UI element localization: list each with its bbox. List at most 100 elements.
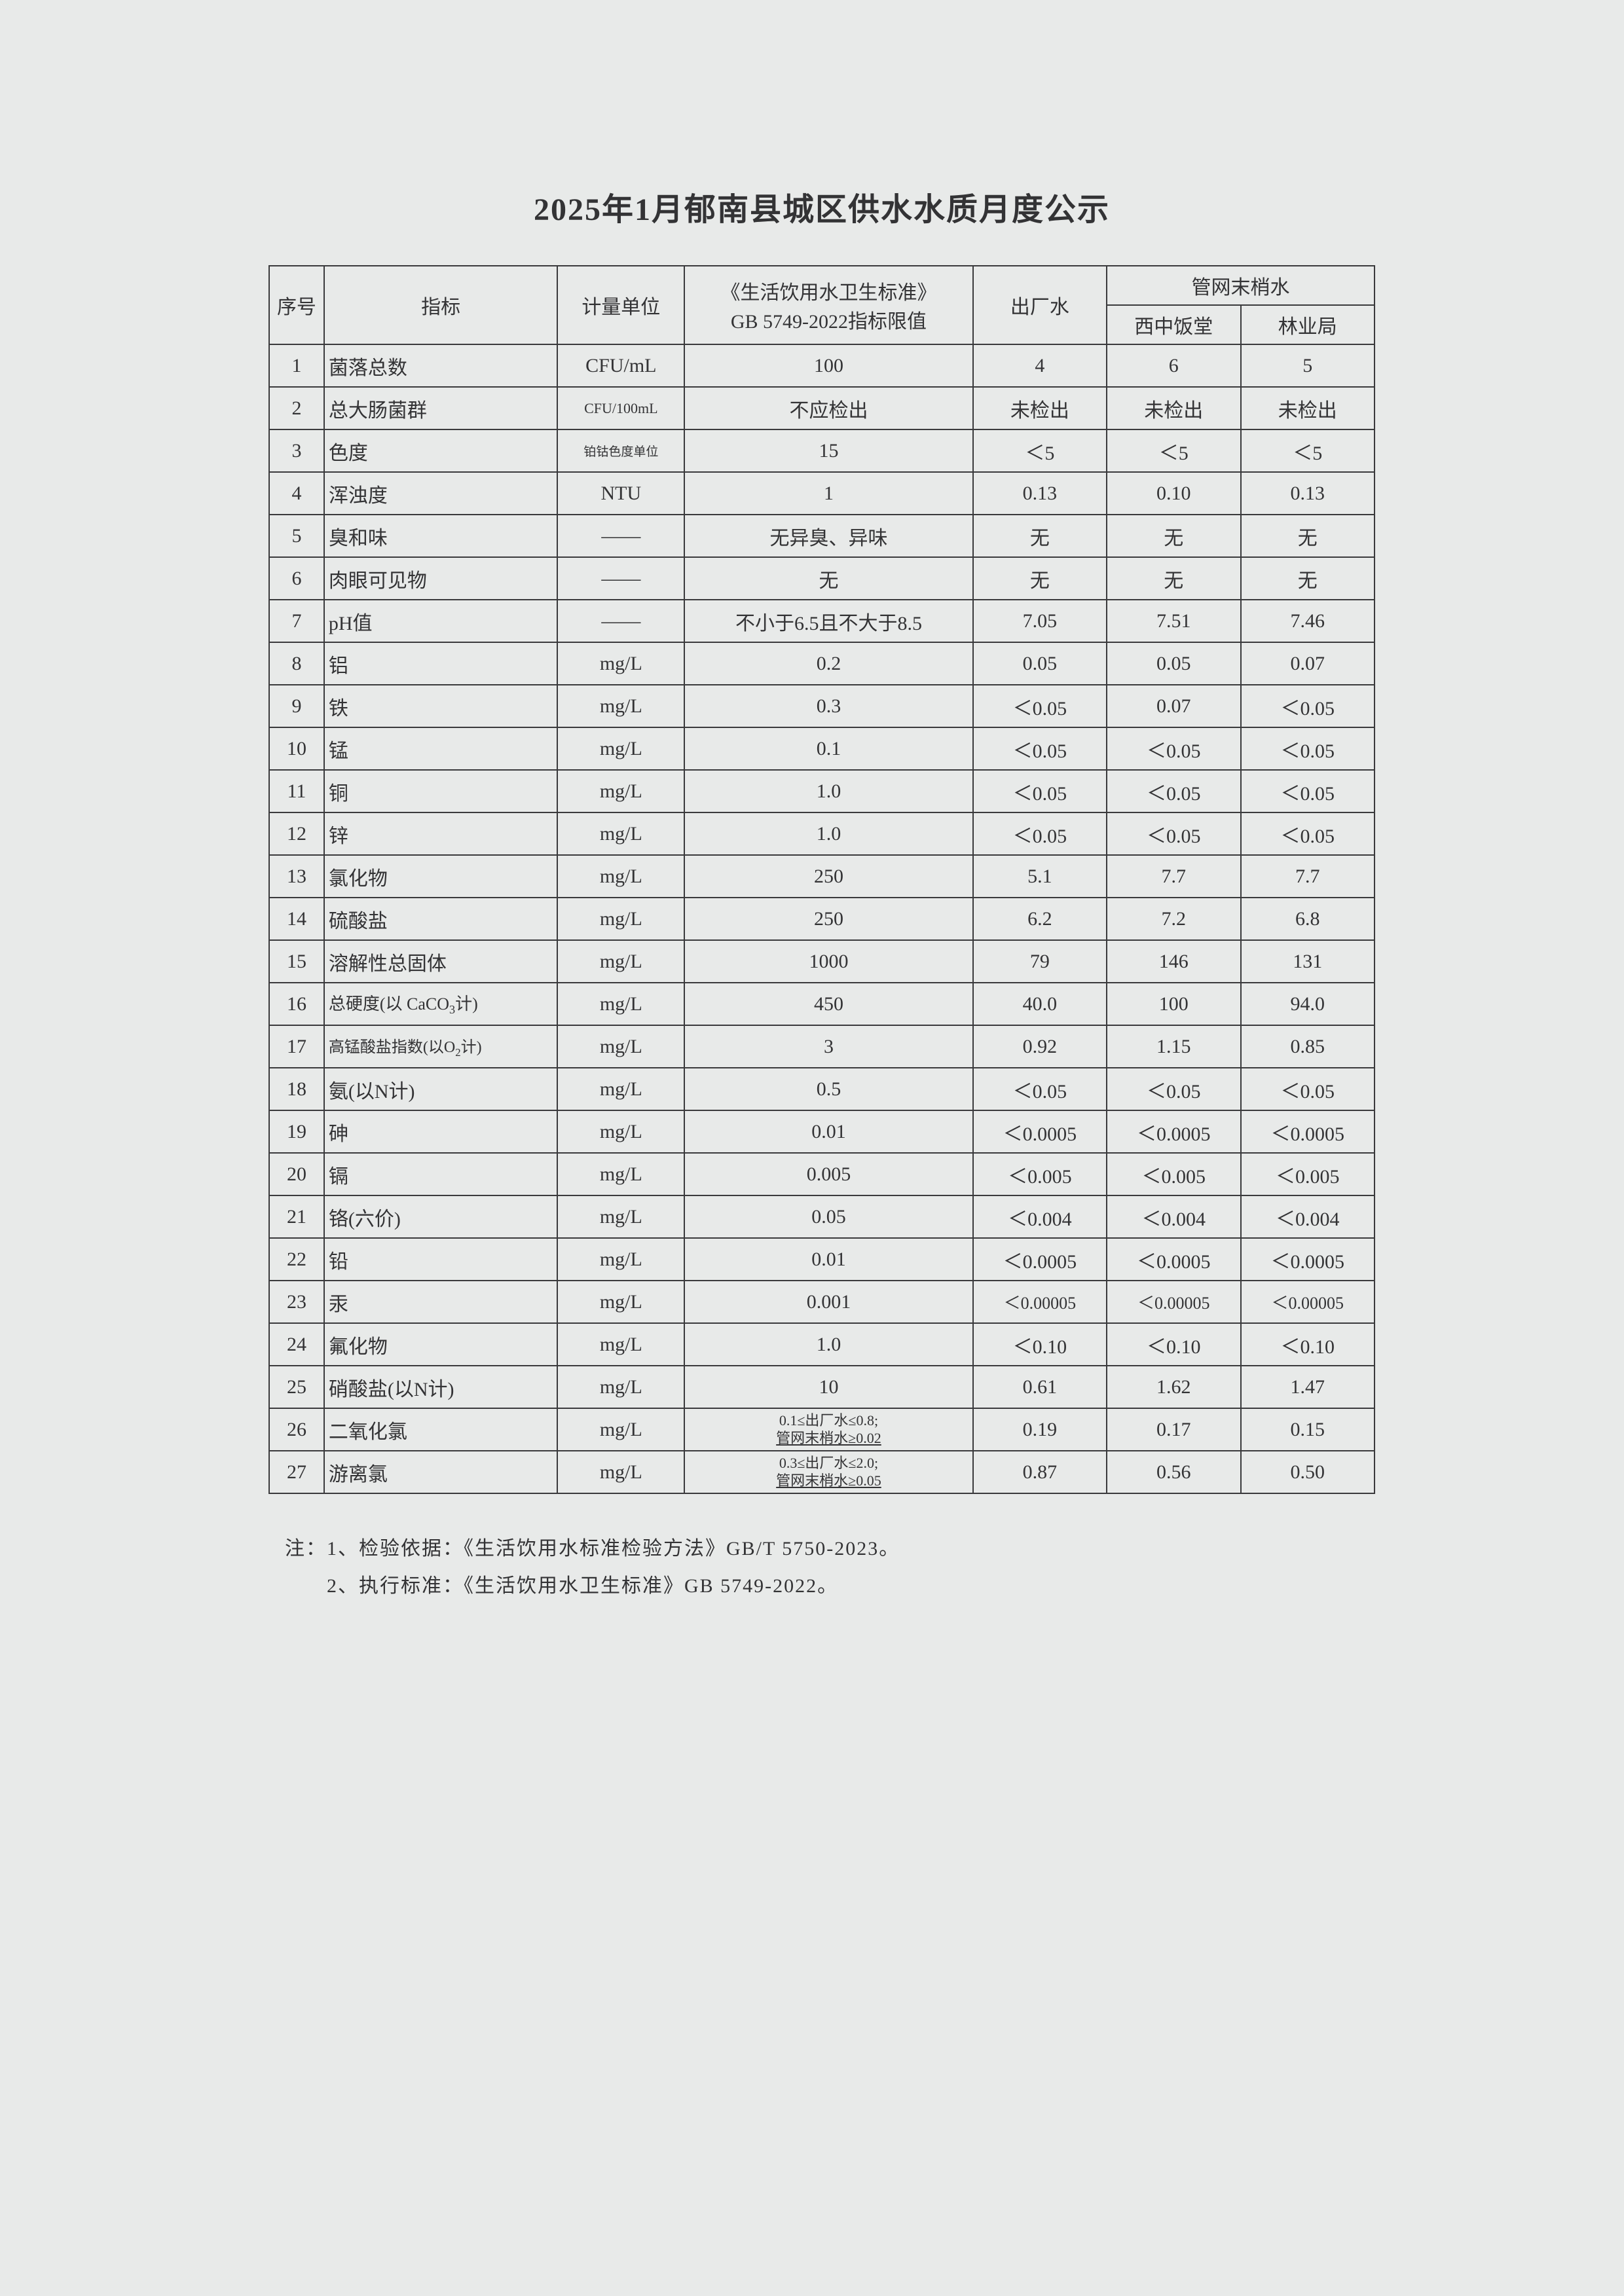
cell-e1: 无: [1107, 515, 1240, 557]
cell-e1: ＜0.10: [1107, 1323, 1240, 1366]
cell-e1: ＜0.05: [1107, 812, 1240, 855]
cell-limit: 0.2: [684, 642, 972, 685]
table-body: 1菌落总数CFU/mL1004652总大肠菌群CFU/100mL不应检出未检出未…: [269, 344, 1375, 1493]
cell-indicator: 氨(以N计): [324, 1068, 557, 1110]
table-row: 4浑浊度NTU10.130.100.13: [269, 472, 1375, 515]
cell-e2: 6.8: [1241, 898, 1375, 940]
cell-seq: 7: [269, 600, 324, 642]
cell-out: 无: [973, 557, 1107, 600]
cell-limit: 15: [684, 429, 972, 472]
th-seq: 序号: [269, 266, 324, 344]
cell-e1: 100: [1107, 983, 1240, 1025]
cell-indicator: 菌落总数: [324, 344, 557, 387]
cell-seq: 3: [269, 429, 324, 472]
cell-indicator: 铝: [324, 642, 557, 685]
footnote-2: 2、执行标准：《生活饮用水卫生标准》GB 5749-2022。: [285, 1567, 1375, 1605]
table-row: 24氟化物mg/L1.0＜0.10＜0.10＜0.10: [269, 1323, 1375, 1366]
cell-seq: 8: [269, 642, 324, 685]
cell-seq: 25: [269, 1366, 324, 1408]
cell-indicator: 铅: [324, 1238, 557, 1281]
cell-indicator: 游离氯: [324, 1451, 557, 1493]
water-quality-table: 序号 指标 计量单位 《生活饮用水卫生标准》 GB 5749-2022指标限值 …: [268, 265, 1375, 1494]
cell-unit: mg/L: [557, 1110, 684, 1153]
table-row: 23汞mg/L0.001＜0.00005＜0.00005＜0.00005: [269, 1281, 1375, 1323]
cell-limit: 250: [684, 855, 972, 898]
cell-indicator: 二氧化氯: [324, 1408, 557, 1451]
cell-unit: mg/L: [557, 983, 684, 1025]
cell-e2: 5: [1241, 344, 1375, 387]
cell-limit: 0.05: [684, 1195, 972, 1238]
cell-limit: 450: [684, 983, 972, 1025]
cell-e1: 0.56: [1107, 1451, 1240, 1493]
cell-out: ＜0.05: [973, 812, 1107, 855]
cell-e1: 0.07: [1107, 685, 1240, 727]
cell-seq: 18: [269, 1068, 324, 1110]
table-row: 5臭和味——无异臭、异味无无无: [269, 515, 1375, 557]
cell-seq: 26: [269, 1408, 324, 1451]
cell-out: 0.61: [973, 1366, 1107, 1408]
cell-unit: mg/L: [557, 1068, 684, 1110]
cell-limit: 1: [684, 472, 972, 515]
cell-e1: 146: [1107, 940, 1240, 983]
cell-e1: ＜0.05: [1107, 727, 1240, 770]
cell-e2: 131: [1241, 940, 1375, 983]
footnote-1: 注：1、检验依据：《生活饮用水标准检验方法》GB/T 5750-2023。: [285, 1530, 1375, 1567]
cell-e2: 0.15: [1241, 1408, 1375, 1451]
cell-indicator: 总硬度(以 CaCO3计): [324, 983, 557, 1025]
cell-seq: 19: [269, 1110, 324, 1153]
table-row: 7pH值——不小于6.5且不大于8.57.057.517.46: [269, 600, 1375, 642]
cell-seq: 21: [269, 1195, 324, 1238]
th-end2: 林业局: [1241, 305, 1375, 344]
table-row: 27游离氯mg/L0.3≤出厂水≤2.0;管网末梢水≥0.050.870.560…: [269, 1451, 1375, 1493]
cell-out: 0.19: [973, 1408, 1107, 1451]
table-row: 18氨(以N计)mg/L0.5＜0.05＜0.05＜0.05: [269, 1068, 1375, 1110]
cell-seq: 23: [269, 1281, 324, 1323]
cell-unit: mg/L: [557, 1451, 684, 1493]
table-row: 8铝mg/L0.20.050.050.07: [269, 642, 1375, 685]
cell-out: ＜0.004: [973, 1195, 1107, 1238]
cell-out: 4: [973, 344, 1107, 387]
table-row: 25硝酸盐(以N计)mg/L100.611.621.47: [269, 1366, 1375, 1408]
cell-limit: 0.005: [684, 1153, 972, 1195]
cell-e1: ＜0.0005: [1107, 1238, 1240, 1281]
cell-seq: 27: [269, 1451, 324, 1493]
table-row: 14硫酸盐mg/L2506.27.26.8: [269, 898, 1375, 940]
cell-limit: 0.5: [684, 1068, 972, 1110]
cell-unit: mg/L: [557, 898, 684, 940]
cell-unit: mg/L: [557, 1323, 684, 1366]
cell-out: 未检出: [973, 387, 1107, 429]
cell-indicator: 硝酸盐(以N计): [324, 1366, 557, 1408]
th-limit-l2: GB 5749-2022指标限值: [731, 311, 927, 333]
cell-out: ＜0.10: [973, 1323, 1107, 1366]
cell-unit: mg/L: [557, 642, 684, 685]
cell-e2: ＜0.0005: [1241, 1238, 1375, 1281]
cell-limit: 0.01: [684, 1238, 972, 1281]
cell-indicator: 铬(六价): [324, 1195, 557, 1238]
cell-limit: 1000: [684, 940, 972, 983]
cell-unit: mg/L: [557, 940, 684, 983]
table-row: 16总硬度(以 CaCO3计)mg/L45040.010094.0: [269, 983, 1375, 1025]
cell-seq: 24: [269, 1323, 324, 1366]
cell-e1: ＜0.005: [1107, 1153, 1240, 1195]
th-limit-l1: 《生活饮用水卫生标准》: [720, 282, 936, 304]
cell-seq: 12: [269, 812, 324, 855]
cell-indicator: 砷: [324, 1110, 557, 1153]
cell-indicator: 铁: [324, 685, 557, 727]
cell-e1: ＜0.004: [1107, 1195, 1240, 1238]
cell-out: ＜0.05: [973, 685, 1107, 727]
cell-out: 0.13: [973, 472, 1107, 515]
cell-indicator: 溶解性总固体: [324, 940, 557, 983]
cell-limit: 不小于6.5且不大于8.5: [684, 600, 972, 642]
cell-e2: ＜0.10: [1241, 1323, 1375, 1366]
cell-e2: 0.07: [1241, 642, 1375, 685]
cell-e2: ＜0.0005: [1241, 1110, 1375, 1153]
cell-indicator: 锰: [324, 727, 557, 770]
cell-seq: 6: [269, 557, 324, 600]
cell-limit: 0.01: [684, 1110, 972, 1153]
cell-unit: ——: [557, 515, 684, 557]
cell-e2: 无: [1241, 515, 1375, 557]
table-row: 9铁mg/L0.3＜0.050.07＜0.05: [269, 685, 1375, 727]
cell-seq: 4: [269, 472, 324, 515]
cell-indicator: 色度: [324, 429, 557, 472]
cell-e2: 7.7: [1241, 855, 1375, 898]
